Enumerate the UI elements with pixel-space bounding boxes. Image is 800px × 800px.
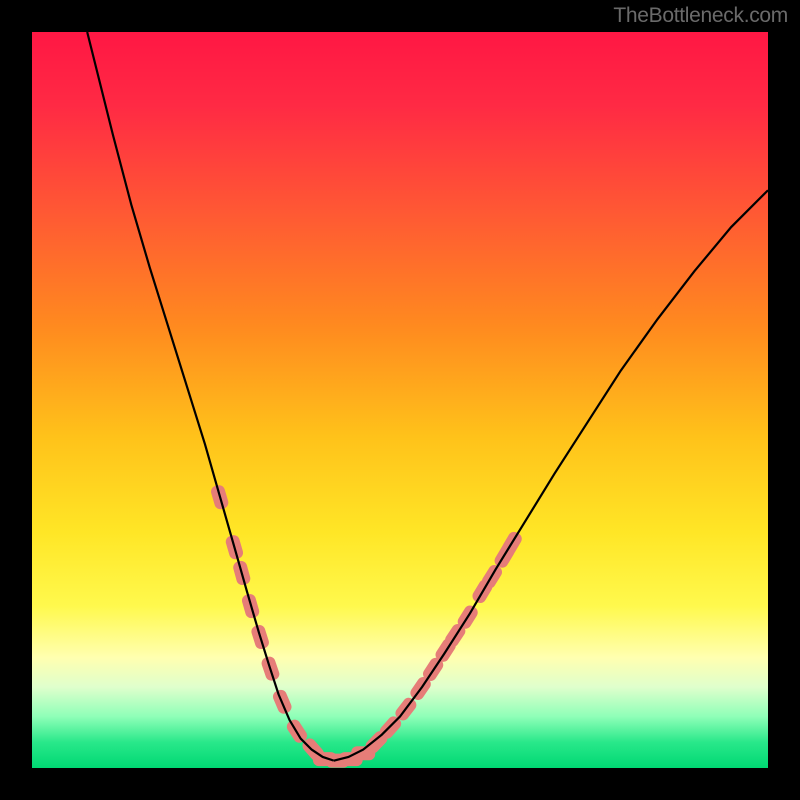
watermark-text: TheBottleneck.com bbox=[613, 4, 788, 28]
chart-svg bbox=[32, 32, 768, 768]
plot-area bbox=[32, 32, 768, 768]
right-curve bbox=[334, 190, 768, 760]
left-curve bbox=[87, 32, 334, 761]
